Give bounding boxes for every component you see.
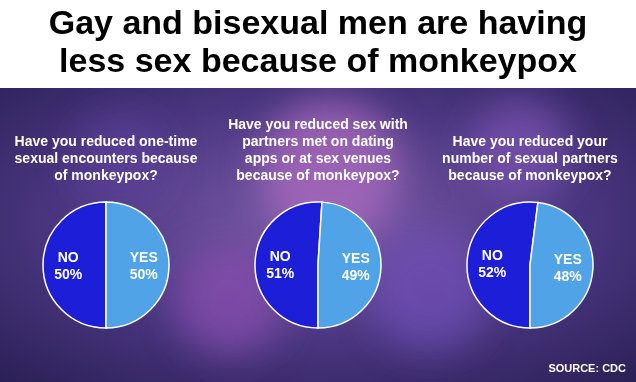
- pie-slice: [255, 202, 322, 328]
- source: SOURCE: CDC: [548, 362, 626, 374]
- pie: [255, 202, 381, 328]
- category-label: YES: [342, 250, 370, 266]
- category-label: NO: [58, 249, 79, 265]
- pie-title: Have you reduced yournumber of sexual pa…: [442, 133, 618, 183]
- pie: [43, 202, 169, 328]
- text-line: apps or at sex venues: [245, 150, 392, 166]
- text-line: sexual encounters because: [15, 150, 198, 166]
- text-line: Have you reduced one-time: [15, 133, 198, 149]
- pie-slice: [106, 202, 169, 328]
- text-line: because of monkeypox?: [236, 167, 399, 183]
- category-label: NO: [270, 248, 291, 264]
- text-line: less sex because of monkeypox: [59, 41, 577, 79]
- data-label: 49%: [342, 267, 371, 283]
- category-label: NO: [482, 247, 503, 263]
- pie-chart: Have you reduced one-timesexual encounte…: [15, 133, 198, 328]
- pie-slice: [43, 202, 106, 328]
- text-line: of monkeypox?: [54, 167, 157, 183]
- data-label: 48%: [554, 268, 583, 284]
- pie-slice: [530, 202, 593, 328]
- text-line: Have you reduced sex with: [228, 116, 408, 132]
- text-line: number of sexual partners: [442, 150, 618, 166]
- pie-chart: Have you reduced sex withpartners met on…: [228, 116, 408, 328]
- pie-labels: NO50%YES50%: [54, 249, 158, 282]
- pie-slice: [318, 202, 381, 328]
- text-line: because of monkeypox?: [448, 167, 611, 183]
- data-label: 50%: [130, 266, 159, 282]
- chart-root: Gay and bisexual men are havingless sex …: [0, 0, 636, 382]
- pie-slice: [467, 202, 538, 328]
- text-line: partners met on dating: [242, 133, 394, 149]
- headline: Gay and bisexual men are havingless sex …: [49, 3, 588, 79]
- pie-labels: NO51% YES49%: [266, 248, 370, 283]
- header-background: [0, 0, 636, 88]
- data-label: 50%: [54, 266, 83, 282]
- text-line: Gay and bisexual men are having: [49, 3, 588, 41]
- pie-title: Have you reduced one-timesexual encounte…: [15, 133, 198, 183]
- category-label: YES: [554, 251, 582, 267]
- data-label: 52%: [478, 264, 507, 280]
- text-line: Have you reduced your: [453, 133, 608, 149]
- pie-chart: Have you reduced yournumber of sexual pa…: [442, 133, 618, 328]
- pie-title: Have you reduced sex withpartners met on…: [228, 116, 408, 183]
- background: [0, 88, 636, 382]
- pie: [467, 202, 593, 328]
- data-label: 51%: [266, 265, 295, 281]
- pie-labels: NO52% YES48%: [478, 247, 582, 285]
- category-label: YES: [130, 249, 158, 265]
